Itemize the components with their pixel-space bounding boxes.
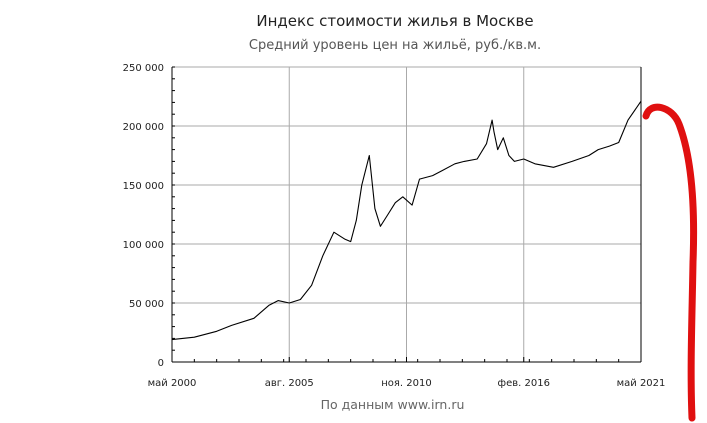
price-index-line xyxy=(171,100,642,341)
y-tick-label: 0 xyxy=(158,358,164,369)
axis-layer: 0 50 000 100 000 150 000 200 000 250 000 май 2… xyxy=(123,63,666,389)
annotation-layer xyxy=(642,103,698,422)
y-tick-label: 150 000 xyxy=(123,181,164,192)
x-tick-label: фев. 2016 xyxy=(498,378,550,389)
x-tick-label: май 2021 xyxy=(617,378,666,389)
series-layer xyxy=(171,100,642,341)
red-hand-drawn-arrow xyxy=(642,103,698,422)
y-tick-label: 200 000 xyxy=(123,122,164,133)
y-tick-label: 100 000 xyxy=(123,240,164,251)
data-source-note: По данным www.irn.ru xyxy=(320,397,465,412)
grid-layer xyxy=(172,66,641,362)
x-tick-label: ноя. 2010 xyxy=(381,378,431,389)
x-tick-label: авг. 2005 xyxy=(265,378,314,389)
x-tick-label: май 2000 xyxy=(148,378,197,389)
chart-title: Индекс стоимости жилья в Москве xyxy=(256,12,534,30)
chart-subtitle: Средний уровень цен на жильё, руб./кв.м. xyxy=(248,38,542,53)
y-tick-label: 250 000 xyxy=(123,63,164,74)
y-tick-label: 50 000 xyxy=(129,299,164,310)
